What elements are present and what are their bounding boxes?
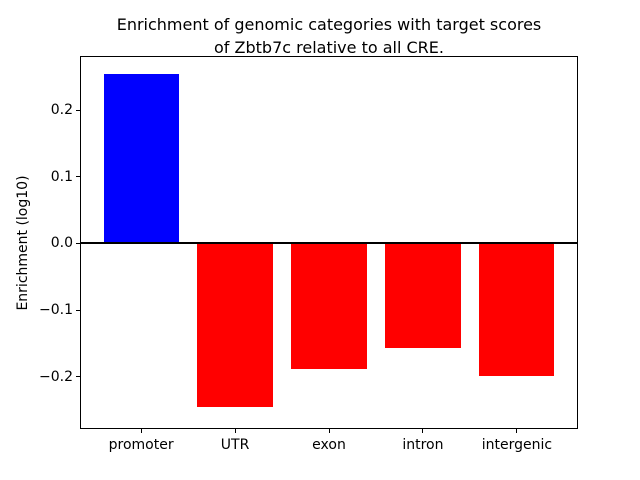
y-tick-mark xyxy=(76,176,80,178)
x-tick-mark xyxy=(140,429,142,433)
y-tick-label: 0.2 xyxy=(50,102,73,119)
bar-promoter xyxy=(103,74,179,244)
x-tick-mark xyxy=(328,429,330,433)
x-tick-label-promoter: promoter xyxy=(108,437,174,453)
plot-area xyxy=(80,56,578,429)
x-tick-mark xyxy=(234,429,236,433)
chart-title-line1: Enrichment of genomic categories with ta… xyxy=(116,15,542,34)
y-tick-mark xyxy=(76,242,80,244)
x-tick-label-exon: exon xyxy=(312,437,346,453)
bar-exon xyxy=(291,243,367,369)
bar-intergenic xyxy=(479,243,555,377)
x-tick-mark xyxy=(516,429,518,433)
y-tick-label: −0.1 xyxy=(39,302,73,319)
y-tick-mark xyxy=(76,109,80,111)
x-tick-mark xyxy=(422,429,424,433)
x-tick-label-intergenic: intergenic xyxy=(481,437,553,453)
bar-UTR xyxy=(197,243,273,408)
chart-title-line2: of Zbtb7c relative to all CRE. xyxy=(214,38,444,57)
y-tick-label: −0.2 xyxy=(39,368,73,385)
y-tick-label: 0.0 xyxy=(50,235,73,252)
y-tick-mark xyxy=(76,309,80,311)
y-tick-mark xyxy=(76,376,80,378)
chart-title: Enrichment of genomic categories with ta… xyxy=(80,13,578,59)
zero-line xyxy=(81,242,577,245)
y-tick-label: 0.1 xyxy=(50,168,73,185)
x-tick-label-UTR: UTR xyxy=(220,437,250,453)
bar-intron xyxy=(385,243,461,349)
x-tick-label-intron: intron xyxy=(402,437,444,453)
